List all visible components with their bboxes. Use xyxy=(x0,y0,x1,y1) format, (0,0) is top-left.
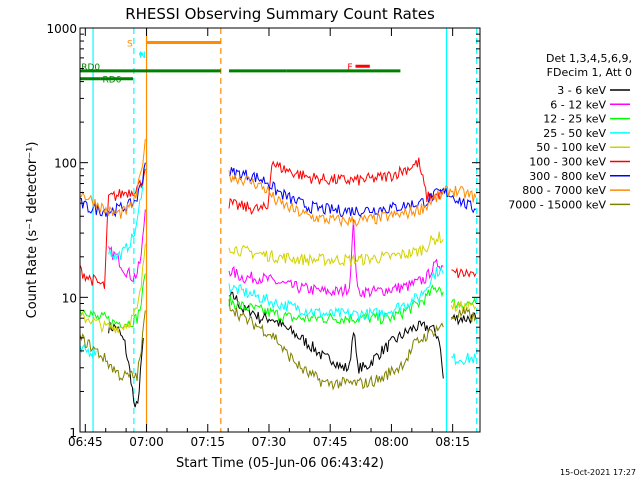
y-tick-label-0: 1 xyxy=(69,426,77,440)
series-line-3-1 xyxy=(108,162,146,261)
timestamp: 15-Oct-2021 17:27 xyxy=(560,468,636,477)
series-line-8-2 xyxy=(450,306,477,323)
legend-entry-1: 6 - 12 keV xyxy=(550,98,606,111)
series-line-3-2 xyxy=(228,267,444,322)
legend-entry-7: 800 - 7000 keV xyxy=(522,184,606,197)
series-line-2-1 xyxy=(228,284,444,325)
x-tick-label-5: 08:00 xyxy=(374,435,409,449)
series-line-5-2 xyxy=(451,267,477,279)
series-line-1-1 xyxy=(228,219,444,298)
y-axis-label: Count Rate (s⁻¹ detector⁻¹) xyxy=(25,142,40,319)
series-line-4-2 xyxy=(450,300,477,315)
x-tick-label-4: 07:45 xyxy=(313,435,348,449)
series-line-0-1 xyxy=(228,291,444,379)
chart-title: RHESSI Observing Summary Count Rates xyxy=(125,5,435,23)
series-line-8-0 xyxy=(79,310,146,382)
series-line-8-1 xyxy=(228,299,444,391)
legend-entry-8: 7000 - 15000 keV xyxy=(508,198,606,211)
legend: Det 1,3,4,5,6,9,FDecim 1, Att 0 3 - 6 keV… xyxy=(508,52,632,211)
series-line-3-3 xyxy=(451,352,477,366)
y-tick-label-3: 1000 xyxy=(46,22,77,36)
legend-entry-2: 12 - 25 keV xyxy=(543,113,606,126)
series-line-6-1 xyxy=(228,167,477,218)
flag-label-3: RD0 xyxy=(81,63,100,73)
series-line-4-0 xyxy=(79,243,146,334)
legend-entry-5: 100 - 300 keV xyxy=(529,156,606,169)
y-tick-label-1: 10 xyxy=(62,291,77,305)
legend-header-0: Det 1,3,4,5,6,9, xyxy=(546,52,632,65)
series-line-7-1 xyxy=(228,170,477,228)
event-markers xyxy=(92,28,478,432)
x-tick-label-1: 07:00 xyxy=(129,435,164,449)
plot-frame xyxy=(79,27,481,433)
legend-entry-4: 50 - 100 keV xyxy=(536,141,606,154)
x-tick-label-6: 08:15 xyxy=(435,435,470,449)
legend-entry-3: 25 - 50 keV xyxy=(543,127,606,140)
flag-label-4: RD6 xyxy=(102,76,121,86)
series-line-6-0 xyxy=(79,162,146,218)
x-tick-label-3: 07:30 xyxy=(252,435,287,449)
legend-header-1: FDecim 1, Att 0 xyxy=(547,66,632,79)
series-line-7-0 xyxy=(79,138,146,219)
flag-label-1: N xyxy=(139,51,146,61)
series-line-1-0 xyxy=(108,209,146,282)
series-lines xyxy=(79,138,477,408)
legend-entry-6: 300 - 800 keV xyxy=(529,170,606,183)
series-line-5-1 xyxy=(228,157,444,215)
axis-ticks: 06:45 07:00 07:15 07:30 07:45 08:00 08:15 1 10 10… xyxy=(46,22,480,449)
series-line-0-2 xyxy=(451,312,477,326)
series-line-4-1 xyxy=(228,231,444,267)
series-line-0-0 xyxy=(108,322,144,408)
legend-entry-0: 3 - 6 keV xyxy=(557,84,606,97)
y-tick-label-2: 100 xyxy=(54,157,77,171)
flag-label-0: S xyxy=(127,40,133,50)
flag-label-2: F xyxy=(347,63,352,73)
x-tick-label-0: 06:45 xyxy=(68,435,103,449)
x-tick-label-2: 07:15 xyxy=(190,435,225,449)
x-axis-label: Start Time (05-Jun-06 06:43:42) xyxy=(176,456,384,471)
series-line-2-0 xyxy=(79,273,146,329)
